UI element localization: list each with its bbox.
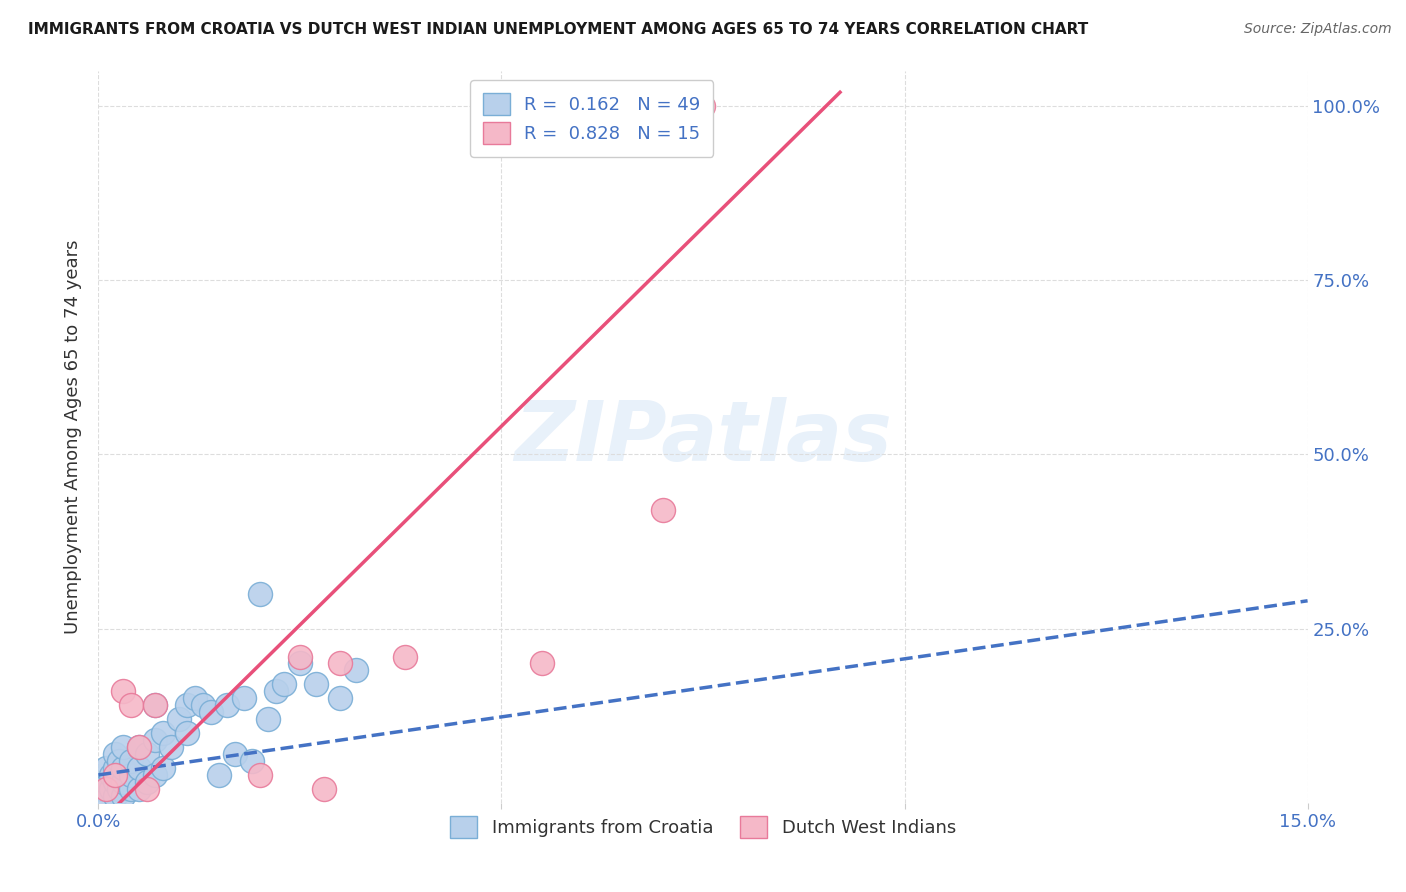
Point [135,747,157,761]
Point [152,726,174,740]
Point [96,775,118,789]
Point [530,657,553,671]
Point [208,768,231,782]
Point [107,754,129,768]
Point [249,768,271,782]
Point [329,691,352,706]
Point [143,733,166,747]
Point [103,747,125,761]
Point [184,691,207,706]
Point [103,768,125,782]
Point [152,761,174,775]
Point [143,698,166,713]
Point [111,775,134,789]
Point [128,781,150,796]
Point [249,587,271,601]
Point [264,684,287,698]
Point [103,761,125,775]
Point [128,740,150,755]
Text: Source: ZipAtlas.com: Source: ZipAtlas.com [1244,22,1392,37]
Point [103,775,125,789]
Point [160,740,183,755]
Point [329,657,352,671]
Point [135,775,157,789]
Point [143,698,166,713]
Point [111,761,134,775]
Point [217,698,239,713]
Point [256,712,278,726]
Point [111,789,134,803]
Point [651,503,673,517]
Point [176,698,198,713]
Point [394,649,416,664]
Point [103,789,125,803]
Point [240,754,263,768]
Point [176,726,198,740]
Point [128,740,150,755]
Point [288,649,311,664]
Point [200,705,222,719]
Text: IMMIGRANTS FROM CROATIA VS DUTCH WEST INDIAN UNEMPLOYMENT AMONG AGES 65 TO 74 YE: IMMIGRANTS FROM CROATIA VS DUTCH WEST IN… [28,22,1088,37]
Point [128,761,150,775]
Point [305,677,328,691]
Point [232,691,254,706]
Point [120,698,142,713]
Point [96,789,118,803]
Point [96,781,118,796]
Point [120,754,142,768]
Text: ZIPatlas: ZIPatlas [515,397,891,477]
Y-axis label: Unemployment Among Ages 65 to 74 years: Unemployment Among Ages 65 to 74 years [65,240,83,634]
Point [120,781,142,796]
Point [96,761,118,775]
Point [120,768,142,782]
Point [288,657,311,671]
Point [100,781,122,796]
Point [224,747,246,761]
Legend: Immigrants from Croatia, Dutch West Indians: Immigrants from Croatia, Dutch West Indi… [443,808,963,845]
Point [193,698,215,713]
Point [107,781,129,796]
Point [273,677,295,691]
Point [167,712,190,726]
Point [692,99,714,113]
Point [143,768,166,782]
Point [314,781,336,796]
Point [111,684,134,698]
Point [91,781,114,796]
Point [100,768,122,782]
Point [344,664,367,678]
Point [135,781,157,796]
Point [111,740,134,755]
